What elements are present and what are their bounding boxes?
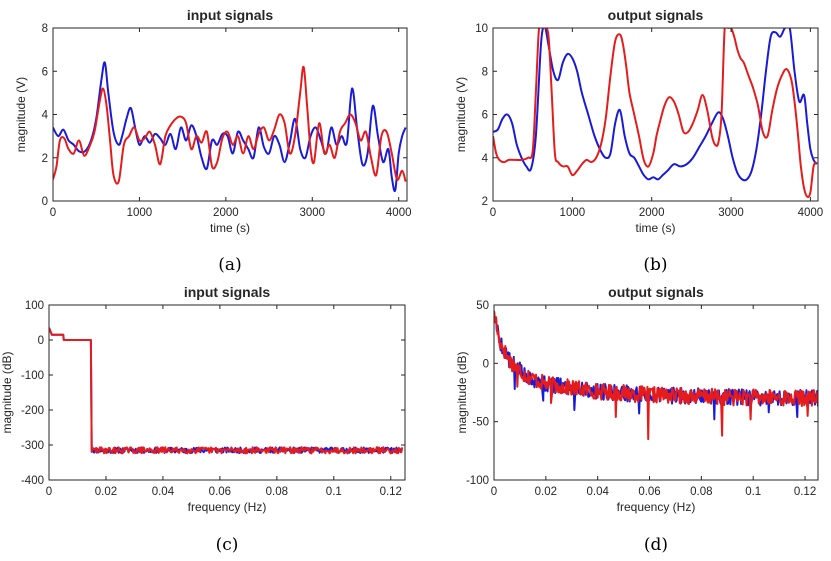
y-tick-label: 2 <box>42 153 48 165</box>
x-tick-label: 3000 <box>299 207 325 219</box>
y-tick-label: 50 <box>476 300 489 312</box>
x-tick-label: 0.08 <box>266 486 288 498</box>
x-tick-label: 2000 <box>213 207 239 219</box>
series-group-c <box>49 327 404 455</box>
chart-title: input signals <box>184 284 271 300</box>
x-axis-label: frequency (Hz) <box>617 500 696 514</box>
series-red-line-a <box>53 65 407 185</box>
x-tick-label: 0.12 <box>794 486 816 498</box>
y-tick-label: 100 <box>25 300 44 312</box>
x-tick-label: 3000 <box>718 207 744 219</box>
y-tick-label: 8 <box>42 23 48 35</box>
x-axis-label: time (s) <box>636 221 676 235</box>
y-tick-label: 6 <box>42 66 48 78</box>
y-axis-label: magnitude (dB) <box>0 351 14 433</box>
y-axis-label: magnitude (V) <box>454 77 468 152</box>
x-tick-label: 0.12 <box>380 486 402 498</box>
y-tick-label: 0 <box>38 335 44 347</box>
series-group-d <box>494 310 818 441</box>
x-tick-label: 1000 <box>127 207 153 219</box>
y-axis-label: magnitude (dB) <box>455 351 469 433</box>
x-tick-label: 2000 <box>639 207 665 219</box>
y-tick-label: 4 <box>482 153 489 165</box>
x-tick-label: 0.1 <box>745 486 761 498</box>
plot-area-b <box>492 27 819 202</box>
y-tick-label: -200 <box>21 405 44 417</box>
panel-caption: (c) <box>216 535 239 555</box>
x-tick-label: 0.04 <box>586 486 609 498</box>
x-tick-label: 0.06 <box>209 486 231 498</box>
x-tick-label: 0.02 <box>95 486 117 498</box>
panel-caption: (d) <box>644 535 668 555</box>
y-tick-label: 4 <box>42 110 49 122</box>
x-tick-label: 4000 <box>386 207 412 219</box>
x-tick-label: 0.02 <box>535 486 557 498</box>
series-red-line-c <box>49 327 404 455</box>
panel-caption: (b) <box>643 255 667 275</box>
x-tick-label: 0 <box>491 486 497 498</box>
panel-caption: (a) <box>218 255 241 275</box>
y-tick-label: 8 <box>482 66 488 78</box>
plot-border-c <box>48 304 406 481</box>
y-tick-label: -400 <box>21 475 44 487</box>
x-tick-label: 0 <box>46 486 52 498</box>
panel-a: 0 1000 2000 3000 4000 0 2 4 6 8 input signals time … <box>14 7 412 275</box>
x-tick-label: 0.06 <box>638 486 660 498</box>
x-tick-label: 0 <box>490 207 496 219</box>
chart-title: output signals <box>608 284 704 300</box>
y-tick-label: -100 <box>21 370 44 382</box>
y-tick-label: -50 <box>472 417 489 429</box>
panel-d: 0 0.02 0.04 0.06 0.08 0.1 0.12 -100 -50 0 50 output… <box>455 284 819 555</box>
y-tick-label: 6 <box>482 110 488 122</box>
panel-b: 0 1000 2000 3000 4000 2 4 6 8 10 output signals tim… <box>454 7 823 275</box>
x-axis-label: frequency (Hz) <box>188 500 267 514</box>
x-tick-label: 0.1 <box>326 486 342 498</box>
plot-area-d <box>493 304 819 481</box>
chart-title: input signals <box>187 7 274 23</box>
y-tick-label: 0 <box>483 358 489 370</box>
x-tick-label: 0 <box>50 207 56 219</box>
series-red-line-d <box>494 310 818 441</box>
series-group-a <box>53 61 407 193</box>
plot-area-a <box>52 27 408 202</box>
y-tick-label: -100 <box>466 475 489 487</box>
y-tick-label: 0 <box>42 196 48 208</box>
x-tick-label: 4000 <box>798 207 824 219</box>
x-tick-label: 1000 <box>560 207 586 219</box>
y-axis-label: magnitude (V) <box>14 77 28 152</box>
y-tick-label: 10 <box>475 23 488 35</box>
x-axis-label: time (s) <box>210 221 250 235</box>
x-tick-label: 0.08 <box>690 486 712 498</box>
plot-area-c <box>48 304 406 481</box>
plot-border-d <box>493 304 819 481</box>
y-tick-label: -300 <box>21 440 44 452</box>
series-blue-line-a <box>53 61 407 193</box>
series-red-line-b <box>493 28 818 199</box>
x-tick-label: 0.04 <box>152 486 175 498</box>
chart-title: output signals <box>608 7 704 23</box>
panel-c: 0 0.02 0.04 0.06 0.08 0.1 0.12 -400 -300 -200 -100… <box>0 284 406 555</box>
series-group-b <box>493 28 818 199</box>
series-blue-line-b <box>493 28 818 182</box>
y-tick-label: 2 <box>482 196 488 208</box>
